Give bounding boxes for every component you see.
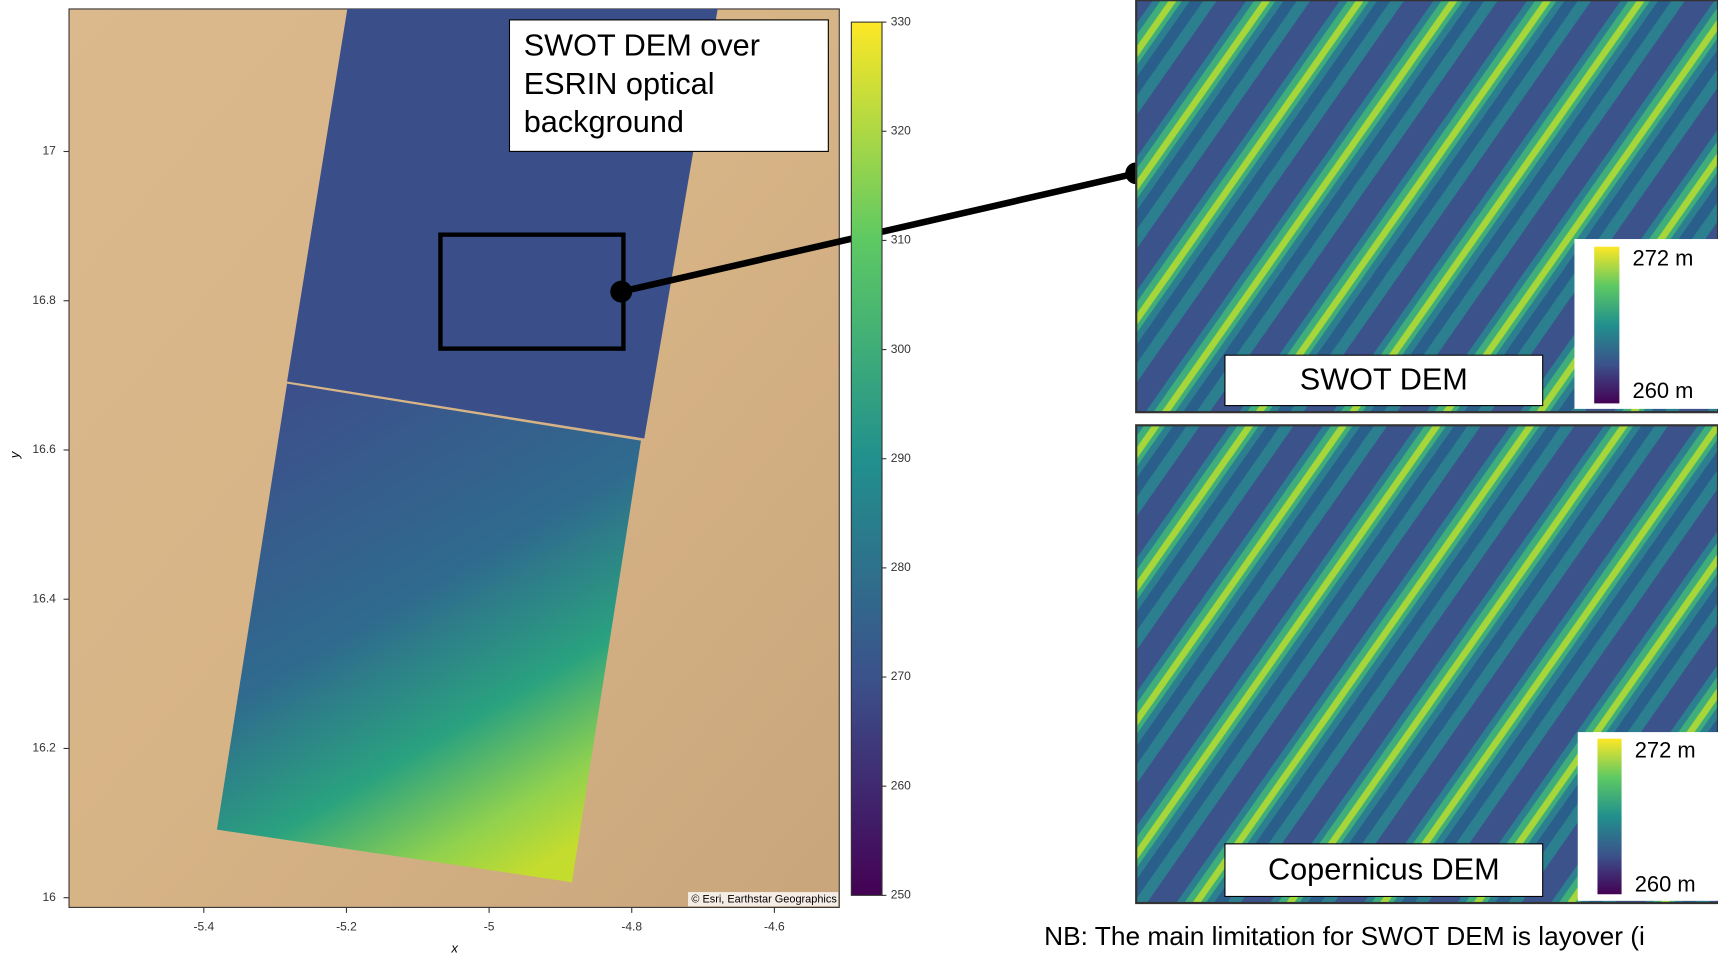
colorbar-tick-label: 320 xyxy=(891,123,911,137)
y-tick-label: 16.4 xyxy=(32,591,56,605)
inset-legend-bar xyxy=(1597,739,1621,895)
attribution: © Esri, Earthstar Geographics xyxy=(691,894,837,906)
y-tick-label: 17 xyxy=(42,144,56,158)
inset-legend-max: 272 m xyxy=(1633,246,1694,271)
colorbar-tick-label: 280 xyxy=(891,560,911,574)
colorbar-tick-label: 330 xyxy=(891,14,911,28)
x-tick-label: -5.2 xyxy=(336,919,357,933)
note: NB: The main limitation for SWOT DEM is … xyxy=(1044,921,1645,951)
connector-dot xyxy=(610,281,632,303)
colorbar-tick-label: 270 xyxy=(891,669,911,683)
inset-legend-bar xyxy=(1594,247,1619,404)
colorbar-tick-label: 300 xyxy=(891,342,911,356)
colorbar-tick-label: 250 xyxy=(891,888,911,902)
x-tick-label: -5 xyxy=(484,919,495,933)
colorbar-tick-label: 260 xyxy=(891,778,911,792)
y-axis-label: y xyxy=(7,450,22,459)
inset-legend-min: 260 m xyxy=(1635,871,1696,896)
inset-label: SWOT DEM xyxy=(1300,363,1468,397)
swath-lower xyxy=(217,384,641,883)
x-tick-label: -4.8 xyxy=(621,919,642,933)
y-tick-label: 16.2 xyxy=(32,741,56,755)
x-tick-label: -5.4 xyxy=(193,919,214,933)
annotation-line: ESRIN optical xyxy=(524,67,715,101)
x-axis-label: x xyxy=(450,941,458,956)
y-tick-label: 16.8 xyxy=(32,293,56,307)
colorbar-tick-label: 310 xyxy=(891,233,911,247)
colorbar-tick-label: 290 xyxy=(891,451,911,465)
annotation-line: SWOT DEM over xyxy=(524,28,760,62)
x-tick-label: -4.6 xyxy=(764,919,785,933)
inset-legend-max: 272 m xyxy=(1635,738,1696,763)
y-tick-label: 16 xyxy=(42,890,56,904)
inset-legend-min: 260 m xyxy=(1633,378,1694,403)
annotation-line: background xyxy=(524,105,684,139)
colorbar xyxy=(851,22,882,895)
inset-label: Copernicus DEM xyxy=(1268,852,1500,886)
y-tick-label: 16.6 xyxy=(32,442,56,456)
page: SWOT DEM over ESRIN optical background ©… xyxy=(0,0,1718,958)
